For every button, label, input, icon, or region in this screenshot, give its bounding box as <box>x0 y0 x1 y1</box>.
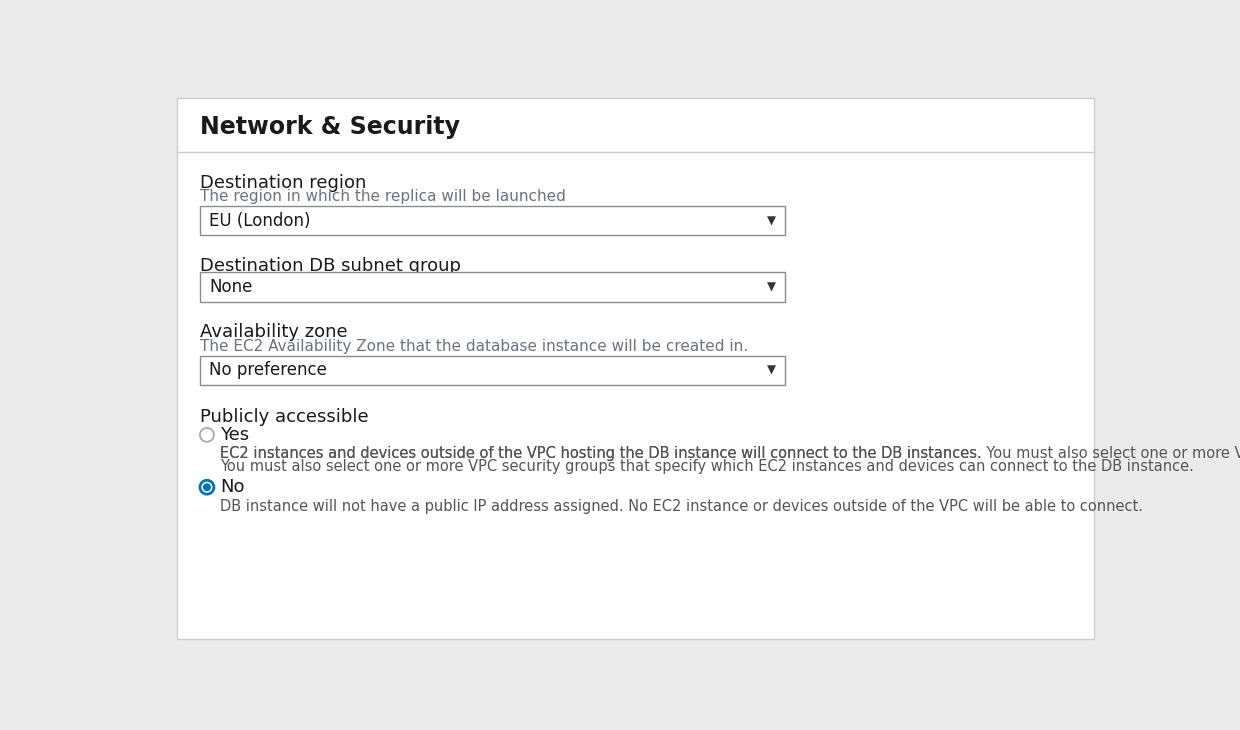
FancyBboxPatch shape <box>200 272 785 301</box>
Text: Availability zone: Availability zone <box>200 323 347 341</box>
Circle shape <box>200 428 215 442</box>
Text: ▼: ▼ <box>766 280 776 293</box>
Text: EC2 instances and devices outside of the VPC hosting the DB instance will connec: EC2 instances and devices outside of the… <box>221 447 1240 461</box>
Text: Destination DB subnet group: Destination DB subnet group <box>200 257 461 275</box>
Text: No preference: No preference <box>210 361 327 379</box>
Text: You must also select one or more VPC security groups that specify which EC2 inst: You must also select one or more VPC sec… <box>221 458 1194 474</box>
Text: EU (London): EU (London) <box>210 212 311 230</box>
Text: Yes: Yes <box>221 426 249 444</box>
Text: Destination region: Destination region <box>200 174 366 192</box>
Text: No: No <box>221 478 244 496</box>
Text: The region in which the replica will be launched: The region in which the replica will be … <box>200 189 565 204</box>
FancyBboxPatch shape <box>200 206 785 236</box>
FancyBboxPatch shape <box>200 356 785 385</box>
Circle shape <box>203 483 211 491</box>
Text: ▼: ▼ <box>766 364 776 377</box>
Text: EC2 instances and devices outside of the VPC hosting the DB instance will connec: EC2 instances and devices outside of the… <box>221 447 982 461</box>
Text: Publicly accessible: Publicly accessible <box>200 408 368 426</box>
FancyBboxPatch shape <box>176 99 1095 639</box>
Circle shape <box>200 480 215 494</box>
Text: Network & Security: Network & Security <box>200 115 460 139</box>
Text: The EC2 Availability Zone that the database instance will be created in.: The EC2 Availability Zone that the datab… <box>200 339 748 353</box>
Text: ▼: ▼ <box>766 215 776 227</box>
Text: DB instance will not have a public IP address assigned. No EC2 instance or devic: DB instance will not have a public IP ad… <box>221 499 1143 514</box>
Text: None: None <box>210 278 253 296</box>
